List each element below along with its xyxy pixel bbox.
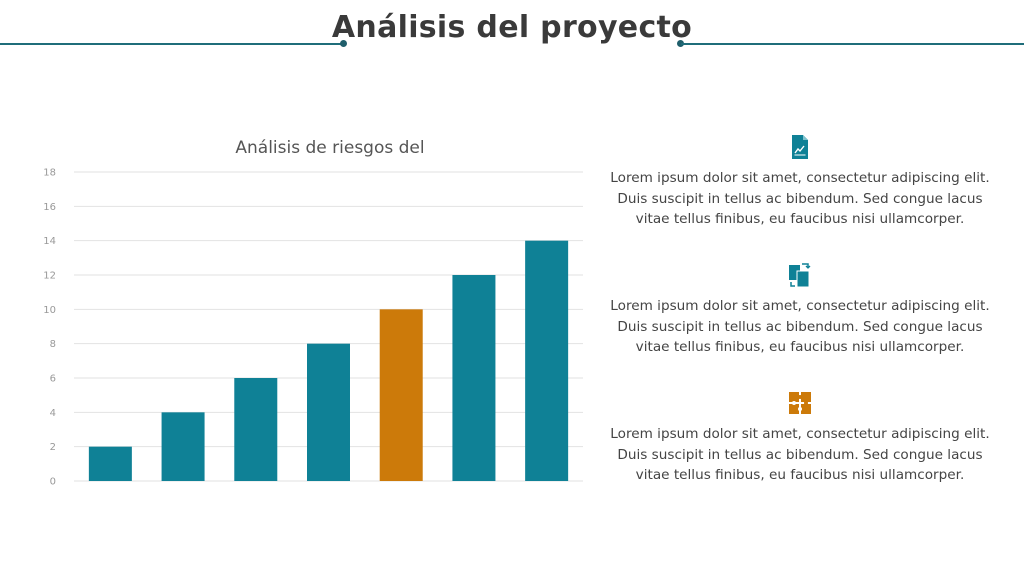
chart-document-icon [792,135,808,159]
file-transfer-icon [789,263,811,288]
y-tick-label: 18 [43,168,56,179]
feature-item: Lorem ipsum dolor sit amet, consectetur … [600,262,1000,358]
page-title: Análisis del proyecto [331,10,693,45]
bar-7 [525,240,569,481]
feature-text: Lorem ipsum dolor sit amet, consectetur … [610,426,990,483]
header-rule-left [0,43,342,45]
bar-2 [161,412,205,481]
y-tick-label: 16 [43,202,56,213]
y-tick-label: 2 [50,442,56,453]
bar-5 [379,309,423,481]
bar-3 [234,378,278,481]
y-tick-label: 14 [43,236,56,247]
feature-item: Lorem ipsum dolor sit amet, consectetur … [600,134,1000,230]
y-tick-label: 8 [50,339,56,350]
puzzle-grid-icon [789,392,811,414]
bar-6 [452,275,496,481]
feature-item: Lorem ipsum dolor sit amet, consectetur … [600,390,1000,486]
y-tick-label: 0 [50,477,56,488]
bar-4 [307,343,350,481]
header-rule-right [681,43,1024,45]
y-tick-label: 10 [43,305,56,316]
y-tick-label: 12 [43,271,56,282]
feature-text: Lorem ipsum dolor sit amet, consectetur … [610,298,990,355]
header-dot-left [340,40,347,47]
y-tick-label: 4 [50,408,56,419]
header-dot-right [677,40,684,47]
y-tick-label: 6 [50,374,56,385]
feature-text: Lorem ipsum dolor sit amet, consectetur … [610,170,990,227]
bar-chart: 0 2 4 6 8 10 12 14 16 18 [43,168,583,488]
chart-title: Análisis de riesgos del [235,138,425,158]
bar-1 [88,446,132,481]
